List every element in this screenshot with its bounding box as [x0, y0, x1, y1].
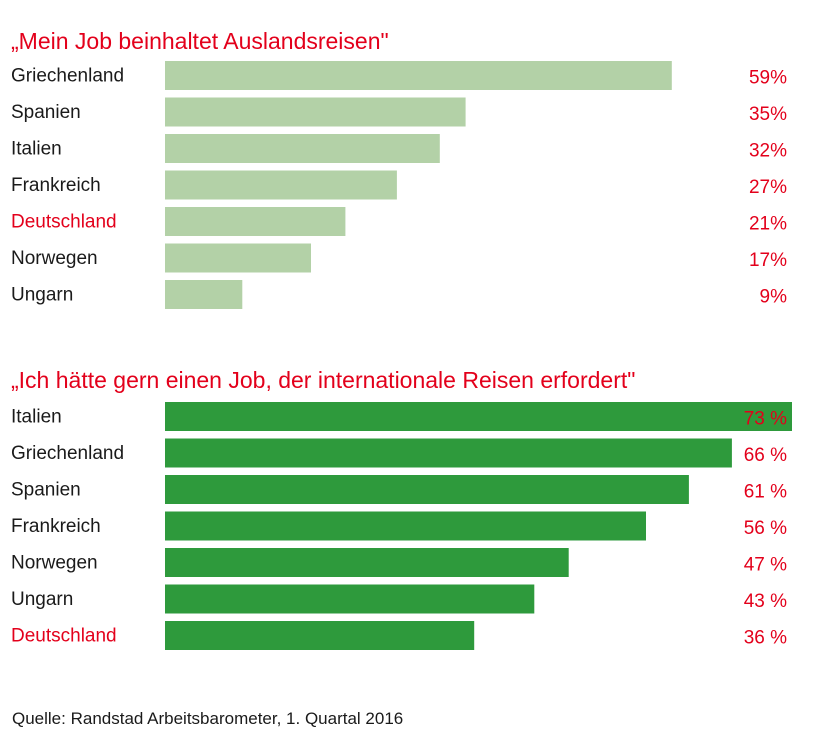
bar-norwegen	[165, 243, 311, 273]
category-label: Spanien	[11, 102, 81, 123]
bar-norwegen	[165, 548, 569, 577]
value-label: 56 %	[744, 518, 787, 539]
chart-title: „Mein Job beinhaltet Auslandsreisen"	[11, 28, 389, 54]
bar-italien	[165, 402, 792, 431]
value-label: 59%	[749, 68, 787, 89]
category-label: Norwegen	[11, 553, 98, 574]
source-note: Quelle: Randstad Arbeitsbarometer, 1. Qu…	[12, 709, 403, 728]
category-label: Ungarn	[11, 285, 73, 306]
category-label: Deutschland	[11, 626, 117, 647]
bar-frankreich	[165, 511, 646, 541]
category-label: Italien	[11, 407, 62, 428]
value-label: 36 %	[744, 628, 787, 649]
bar-griechenland	[165, 438, 732, 468]
category-label: Deutschland	[11, 212, 117, 233]
value-label: 17%	[749, 250, 787, 271]
chart-2: „Ich hätte gern einen Job, der internati…	[11, 367, 792, 650]
bar-griechenland	[165, 61, 672, 90]
bar-ungarn	[165, 280, 243, 309]
bar-ungarn	[165, 584, 535, 614]
chart-1: „Mein Job beinhaltet Auslandsreisen" Grie…	[11, 28, 787, 309]
bar-spanien	[165, 475, 689, 504]
value-label: 47 %	[744, 555, 787, 576]
bar-frankreich	[165, 170, 397, 200]
category-label: Norwegen	[11, 248, 98, 269]
value-label: 61 %	[744, 482, 787, 503]
value-label: 21%	[749, 214, 787, 235]
category-label: Italien	[11, 139, 62, 160]
value-label: 27%	[749, 177, 787, 198]
chart-title: „Ich hätte gern einen Job, der internati…	[11, 367, 635, 393]
value-label: 35%	[749, 104, 787, 125]
bar-italien	[165, 134, 440, 163]
bar-deutschland	[165, 207, 346, 236]
value-label: 66 %	[744, 445, 787, 466]
bar-deutschland	[165, 621, 475, 650]
category-label: Spanien	[11, 480, 81, 501]
category-label: Frankreich	[11, 516, 101, 537]
value-label: 32%	[749, 141, 787, 162]
value-label: 9%	[760, 287, 788, 308]
value-label: 43 %	[744, 591, 787, 612]
category-label: Ungarn	[11, 589, 73, 610]
category-label: Frankreich	[11, 175, 101, 196]
bar-spanien	[165, 97, 466, 127]
category-label: Griechenland	[11, 66, 124, 87]
value-label: 73 %	[744, 409, 787, 430]
category-label: Griechenland	[11, 443, 124, 464]
